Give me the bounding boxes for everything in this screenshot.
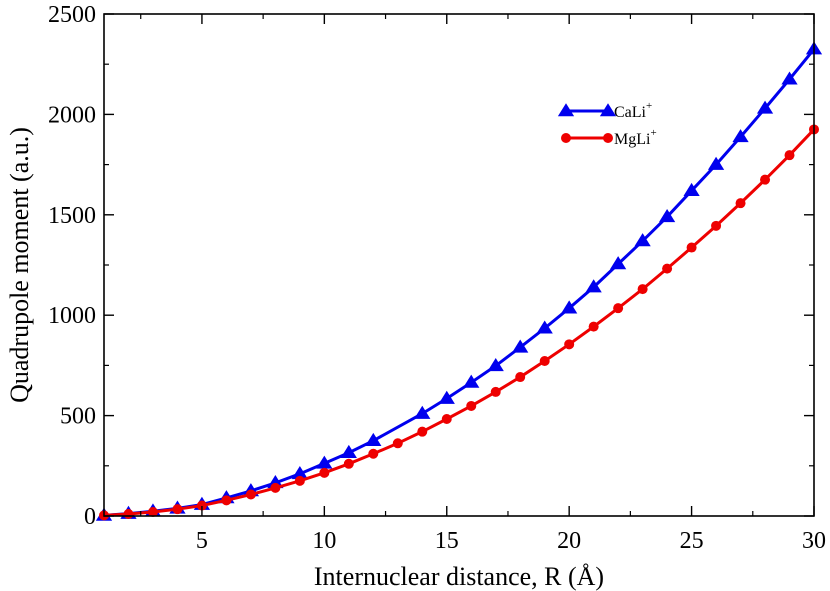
data-point-cali [267, 475, 284, 489]
data-point-cali [487, 357, 504, 372]
legend-label: MgLi+ [614, 127, 657, 148]
data-point-mgli [392, 438, 403, 449]
data-point-cali [316, 455, 333, 469]
data-point-mgli [368, 448, 379, 459]
x-tick-label: 25 [680, 528, 704, 554]
x-axis-label: Internuclear distance, R (Å) [314, 562, 604, 591]
legend-marker [557, 103, 575, 117]
data-point-mgli [441, 414, 452, 425]
data-point-cali [512, 339, 529, 353]
data-point-mgli [196, 500, 207, 511]
legend-marker [603, 133, 613, 143]
series-mgli [99, 124, 819, 521]
data-point-mgli [515, 372, 526, 383]
data-point-mgli [539, 355, 550, 366]
series-line-cali [103, 48, 816, 517]
data-point-cali [707, 156, 725, 170]
data-point-mgli [784, 150, 795, 161]
data-point-mgli [343, 458, 354, 469]
x-tick-label: 20 [557, 528, 581, 554]
data-point-cali [438, 390, 455, 404]
x-tick-label: 10 [312, 528, 336, 554]
data-point-mgli [294, 475, 305, 486]
data-point-mgli [490, 386, 501, 397]
y-tick-label: 0 [84, 504, 96, 530]
plot-frame [103, 13, 815, 517]
legend-marker [561, 133, 571, 143]
series-line-mgli [103, 128, 816, 517]
legend: CaLi+ MgLi+ [557, 100, 657, 148]
data-point-cali [463, 374, 480, 388]
x-tick-label: 30 [802, 528, 826, 554]
y-tick-label: 1000 [48, 303, 96, 329]
data-point-mgli [270, 482, 281, 493]
data-point-mgli [686, 242, 697, 253]
tick-layer: 5 10 15 20 25 30 0 500 1000 1500 2000 2500 [48, 2, 826, 554]
data-point-mgli [466, 400, 477, 411]
data-point-mgli [735, 198, 746, 209]
data-point-mgli [172, 504, 183, 515]
data-point-mgli [417, 426, 428, 437]
series-cali [95, 41, 823, 521]
data-point-mgli [319, 467, 330, 478]
data-point-cali [756, 100, 774, 114]
data-point-cali [340, 444, 357, 459]
data-point-cali [365, 432, 382, 446]
data-point-cali [658, 208, 676, 223]
series-layer [95, 41, 823, 521]
data-point-cali [561, 300, 578, 314]
data-point-mgli [760, 174, 771, 185]
data-point-cali [732, 129, 749, 143]
y-axis-label: Quadrupole moment (a.u.) [5, 127, 34, 403]
legend-item-cali: CaLi+ [557, 100, 652, 121]
data-point-cali [536, 320, 553, 334]
data-point-mgli [613, 303, 624, 314]
data-point-mgli [662, 263, 673, 274]
data-point-mgli [123, 508, 134, 519]
data-point-cali [781, 71, 798, 85]
data-point-mgli [147, 506, 158, 517]
data-point-mgli [711, 220, 722, 231]
data-point-cali [610, 256, 627, 270]
data-point-mgli [245, 489, 256, 500]
data-point-cali [414, 405, 431, 419]
data-point-cali [291, 466, 308, 480]
y-tick-label: 2000 [48, 102, 96, 128]
legend-label: CaLi+ [614, 100, 652, 121]
y-tick-label: 500 [60, 404, 96, 430]
data-point-cali [634, 233, 651, 247]
y-tick-label: 2500 [48, 2, 96, 28]
data-point-mgli [221, 495, 232, 506]
x-tick-label: 15 [435, 528, 459, 554]
data-point-mgli [588, 321, 599, 332]
data-point-cali [585, 279, 602, 293]
y-tick-label: 1500 [48, 203, 96, 229]
legend-marker [599, 103, 617, 117]
x-tick-label: 5 [196, 528, 208, 554]
data-point-mgli [564, 339, 575, 350]
legend-item-mgli: MgLi+ [561, 127, 657, 148]
data-point-mgli [637, 284, 648, 295]
data-point-cali [683, 182, 700, 196]
